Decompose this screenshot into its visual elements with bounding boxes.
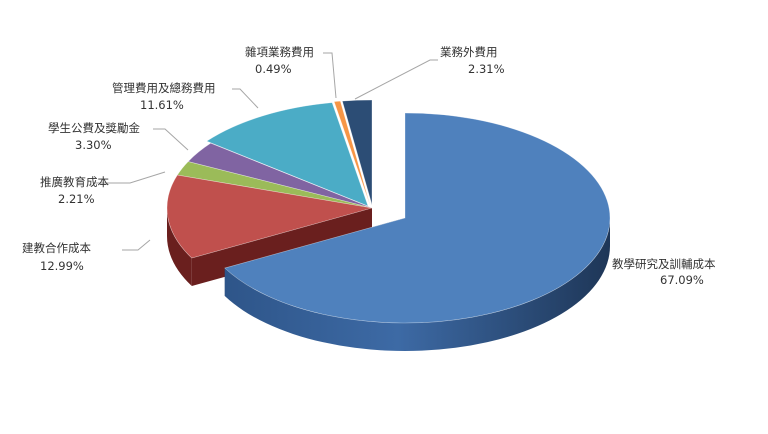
leader-line-4 xyxy=(232,88,259,109)
slice-label-name: 建教合作成本 xyxy=(22,241,91,255)
leader-line-5 xyxy=(323,52,337,99)
label-2: 推廣教育成本 2.21% xyxy=(40,175,109,206)
slice-label-percent: 0.49% xyxy=(255,62,292,76)
slice-label-percent: 2.31% xyxy=(468,62,505,76)
slice-top xyxy=(333,100,371,206)
leader-line-6 xyxy=(354,59,438,100)
slice-label-name: 教學研究及訓輔成本 xyxy=(612,257,716,271)
leader-line-3 xyxy=(153,128,189,151)
label-4: 管理費用及總務費用 11.61% xyxy=(112,81,216,112)
label-5: 雜項業務費用 0.49% xyxy=(245,45,314,76)
leader-line-1 xyxy=(122,239,151,251)
pie-slices xyxy=(166,99,611,351)
slice-label-percent: 11.61% xyxy=(140,98,184,112)
slice-6 xyxy=(341,99,373,206)
leader-lines xyxy=(95,52,438,251)
slice-label-name: 推廣教育成本 xyxy=(40,175,109,189)
slice-label-percent: 67.09% xyxy=(660,273,704,287)
slice-label-percent: 3.30% xyxy=(75,138,112,152)
slice-label-percent: 12.99% xyxy=(40,259,84,273)
slice-5 xyxy=(333,100,371,206)
leader-line-2 xyxy=(95,171,166,184)
label-1: 建教合作成本 12.99% xyxy=(22,241,91,273)
slice-top xyxy=(224,112,611,324)
slice-top xyxy=(166,174,373,259)
slice-4 xyxy=(206,102,369,207)
label-0: 教學研究及訓輔成本 67.09% xyxy=(612,257,716,287)
label-3: 學生公費及獎勵金 3.30% xyxy=(48,121,140,152)
slice-labels: 教學研究及訓輔成本 67.09% 建教合作成本 12.99% 推廣教育成本 2.21% 學生… xyxy=(22,45,716,287)
slice-top xyxy=(206,102,369,207)
slice-label-name: 業務外費用 xyxy=(440,45,498,59)
slice-side xyxy=(224,218,611,351)
slice-top xyxy=(341,99,373,206)
slice-label-name: 雜項業務費用 xyxy=(245,45,314,59)
slice-0 xyxy=(224,112,611,351)
slice-label-percent: 2.21% xyxy=(58,192,95,206)
slice-label-name: 管理費用及總務費用 xyxy=(112,81,216,95)
label-6: 業務外費用 2.31% xyxy=(440,45,505,76)
slice-label-name: 學生公費及獎勵金 xyxy=(48,121,140,135)
slice-side xyxy=(167,208,192,287)
